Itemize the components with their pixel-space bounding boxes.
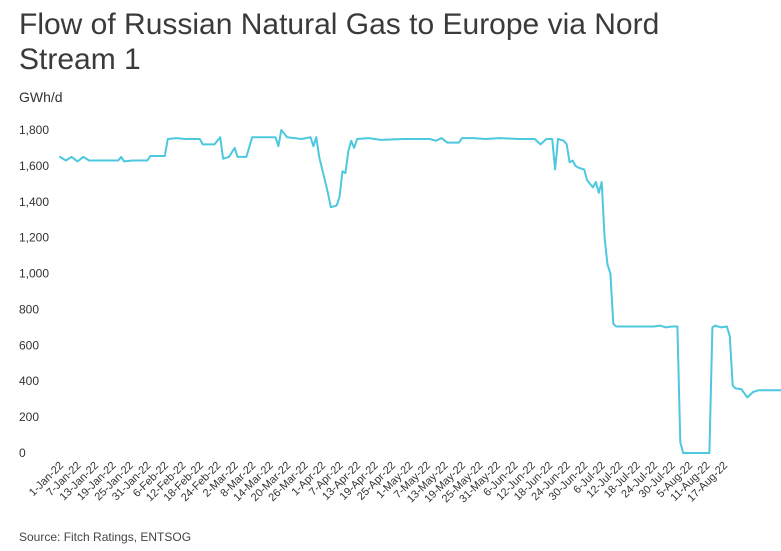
series-line [59,129,781,454]
y-tick-label: 1,000 [19,267,49,281]
y-tick-label: 1,600 [19,159,49,173]
y-axis-unit-label: GWh/d [19,89,63,105]
y-tick-label: 800 [19,302,39,316]
x-axis-labels: 1-Jan-227-Jan-2213-Jan-2219-Jan-2225-Jan… [27,460,730,506]
y-tick-label: 1,400 [19,195,49,209]
source-note: Source: Fitch Ratings, ENTSOG [19,530,192,544]
y-tick-label: 0 [19,446,26,460]
chart-title: Flow of Russian Natural Gas to Europe vi… [19,8,660,76]
y-tick-label: 200 [19,410,39,424]
y-tick-label: 1,200 [19,231,49,245]
y-tick-label: 400 [19,374,39,388]
y-tick-label: 600 [19,338,39,352]
series-group [59,129,781,454]
y-axis-labels: 0 200 400 600 800 1,000 1,200 1,400 1,600 1,800 [19,123,49,460]
y-tick-label: 1,800 [19,123,49,137]
